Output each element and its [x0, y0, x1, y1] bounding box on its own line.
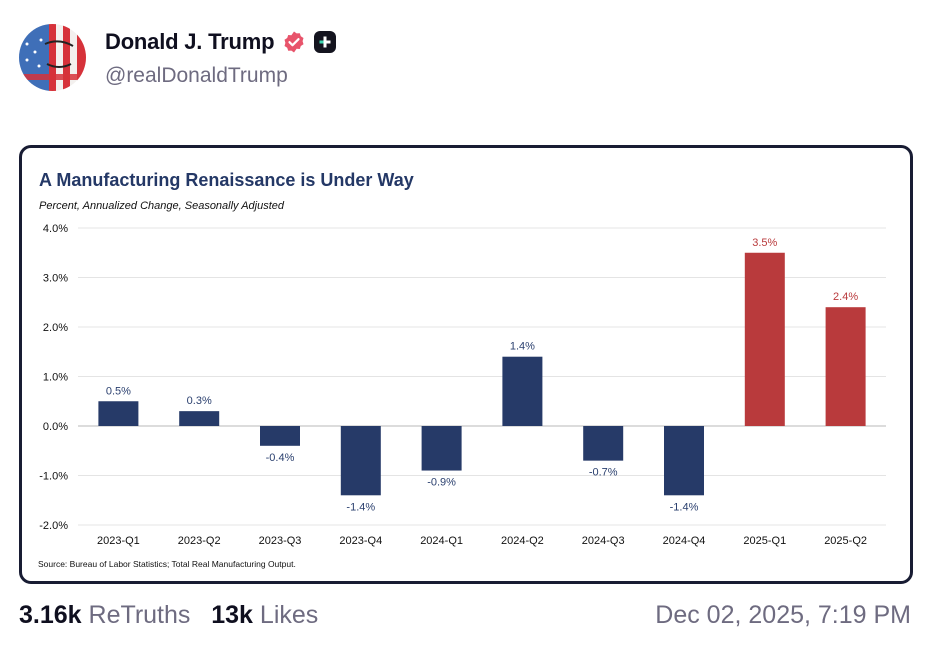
data-label: 0.3% — [187, 395, 212, 407]
bar-chart: 4.0% 3.0% 2.0% 1.0% 0.0% -1.0% -2.0% 0.5% 2023-Q… — [39, 223, 886, 547]
data-label: 3.5% — [752, 237, 777, 249]
data-label: 2.4% — [833, 291, 858, 303]
author-name[interactable]: Donald J. Trump — [105, 29, 275, 54]
chart-source: Source: Bureau of Labor Statistics; Tota… — [38, 559, 296, 569]
avatar[interactable] — [19, 24, 86, 91]
author-name-row: Donald J. Trump — [105, 29, 337, 55]
engagement-stats: 3.16k ReTruths 13k Likes — [19, 601, 318, 630]
chart-title: A Manufacturing Renaissance is Under Way — [39, 170, 414, 190]
bar — [98, 401, 139, 426]
likes-count: 13k — [211, 601, 253, 629]
x-tick-label: 2024-Q1 — [420, 535, 463, 547]
likes-stat[interactable]: 13k Likes — [211, 601, 318, 629]
retruths-count: 3.16k — [19, 601, 82, 629]
y-tick-label: 4.0% — [43, 223, 68, 235]
chart-card[interactable]: A Manufacturing Renaissance is Under Way… — [19, 145, 913, 584]
x-tick-label: 2023-Q3 — [259, 535, 302, 547]
y-tick-label: -1.0% — [39, 471, 68, 483]
x-tick-label: 2024-Q3 — [582, 535, 625, 547]
x-tick-label: 2024-Q4 — [663, 535, 706, 547]
data-label: 0.5% — [106, 385, 131, 397]
y-tick-label: -2.0% — [39, 520, 68, 532]
author-handle[interactable]: @realDonaldTrump — [105, 64, 288, 87]
bar — [421, 426, 462, 471]
data-label: -0.4% — [266, 452, 295, 464]
retruths-stat[interactable]: 3.16k ReTruths — [19, 601, 190, 629]
data-label: -1.4% — [346, 501, 375, 513]
verified-badge-icon — [282, 30, 306, 54]
x-tick-label: 2024-Q2 — [501, 535, 544, 547]
y-tick-label: 3.0% — [43, 273, 68, 285]
x-tick-label: 2025-Q2 — [824, 535, 867, 547]
x-tick-label: 2023-Q4 — [339, 535, 382, 547]
bar — [744, 252, 785, 426]
data-label: -0.9% — [427, 477, 456, 489]
bar — [179, 411, 220, 426]
data-label: 1.4% — [510, 341, 535, 353]
bar — [664, 426, 704, 496]
retruths-label: ReTruths — [88, 601, 191, 629]
plus-badge-icon — [314, 31, 337, 53]
x-tick-label: 2025-Q1 — [743, 535, 786, 547]
x-tick-label: 2023-Q2 — [178, 535, 221, 547]
bar — [260, 426, 300, 446]
chart-subtitle: Percent, Annualized Change, Seasonally A… — [39, 200, 285, 212]
bar — [825, 307, 866, 426]
post-timestamp[interactable]: Dec 02, 2025, 7:19 PM — [655, 601, 911, 629]
avatar-image — [19, 24, 86, 91]
data-label: -1.4% — [670, 501, 699, 513]
y-tick-label: 1.0% — [43, 372, 68, 384]
bar — [502, 356, 543, 426]
y-tick-label: 0.0% — [43, 421, 68, 433]
x-tick-label: 2023-Q1 — [97, 535, 140, 547]
bar — [583, 426, 624, 461]
y-tick-label: 2.0% — [43, 322, 68, 334]
likes-label: Likes — [259, 601, 319, 629]
bar — [340, 426, 381, 496]
data-label: -0.7% — [589, 467, 618, 479]
